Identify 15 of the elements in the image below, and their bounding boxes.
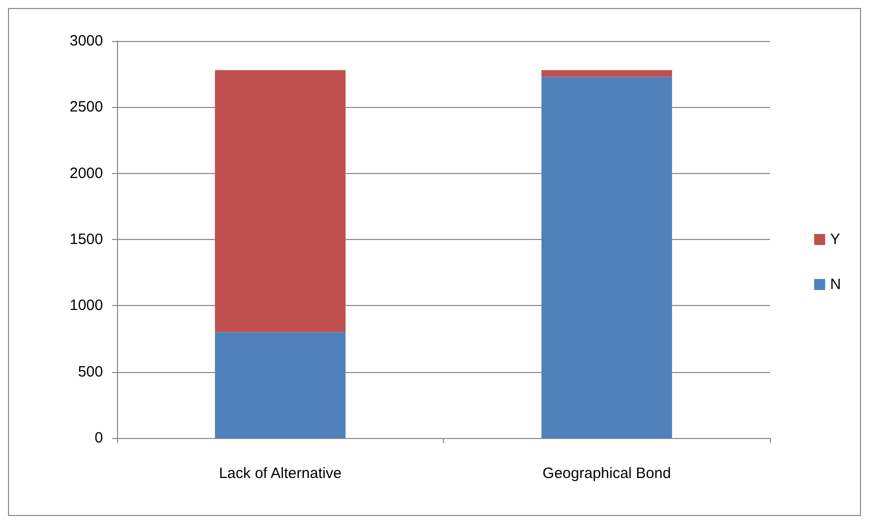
y-tick-label: 2000	[70, 164, 103, 182]
bar	[214, 332, 346, 438]
bar	[214, 70, 346, 332]
y-tick-label: 2500	[70, 98, 103, 116]
legend-label: Y	[830, 231, 840, 248]
y-tick-label: 0	[94, 430, 103, 446]
y-tick-label: 1500	[70, 231, 103, 248]
bar	[541, 70, 672, 77]
y-tick-label: 500	[78, 363, 103, 380]
x-tick-label: Geographical Bond	[542, 465, 671, 482]
legend-label: N	[830, 276, 842, 293]
x-tick-label: Lack of Alternative	[218, 465, 342, 482]
bar	[541, 76, 672, 438]
y-tick-label: 1000	[70, 297, 103, 314]
y-tick-label: 3000	[70, 32, 103, 50]
